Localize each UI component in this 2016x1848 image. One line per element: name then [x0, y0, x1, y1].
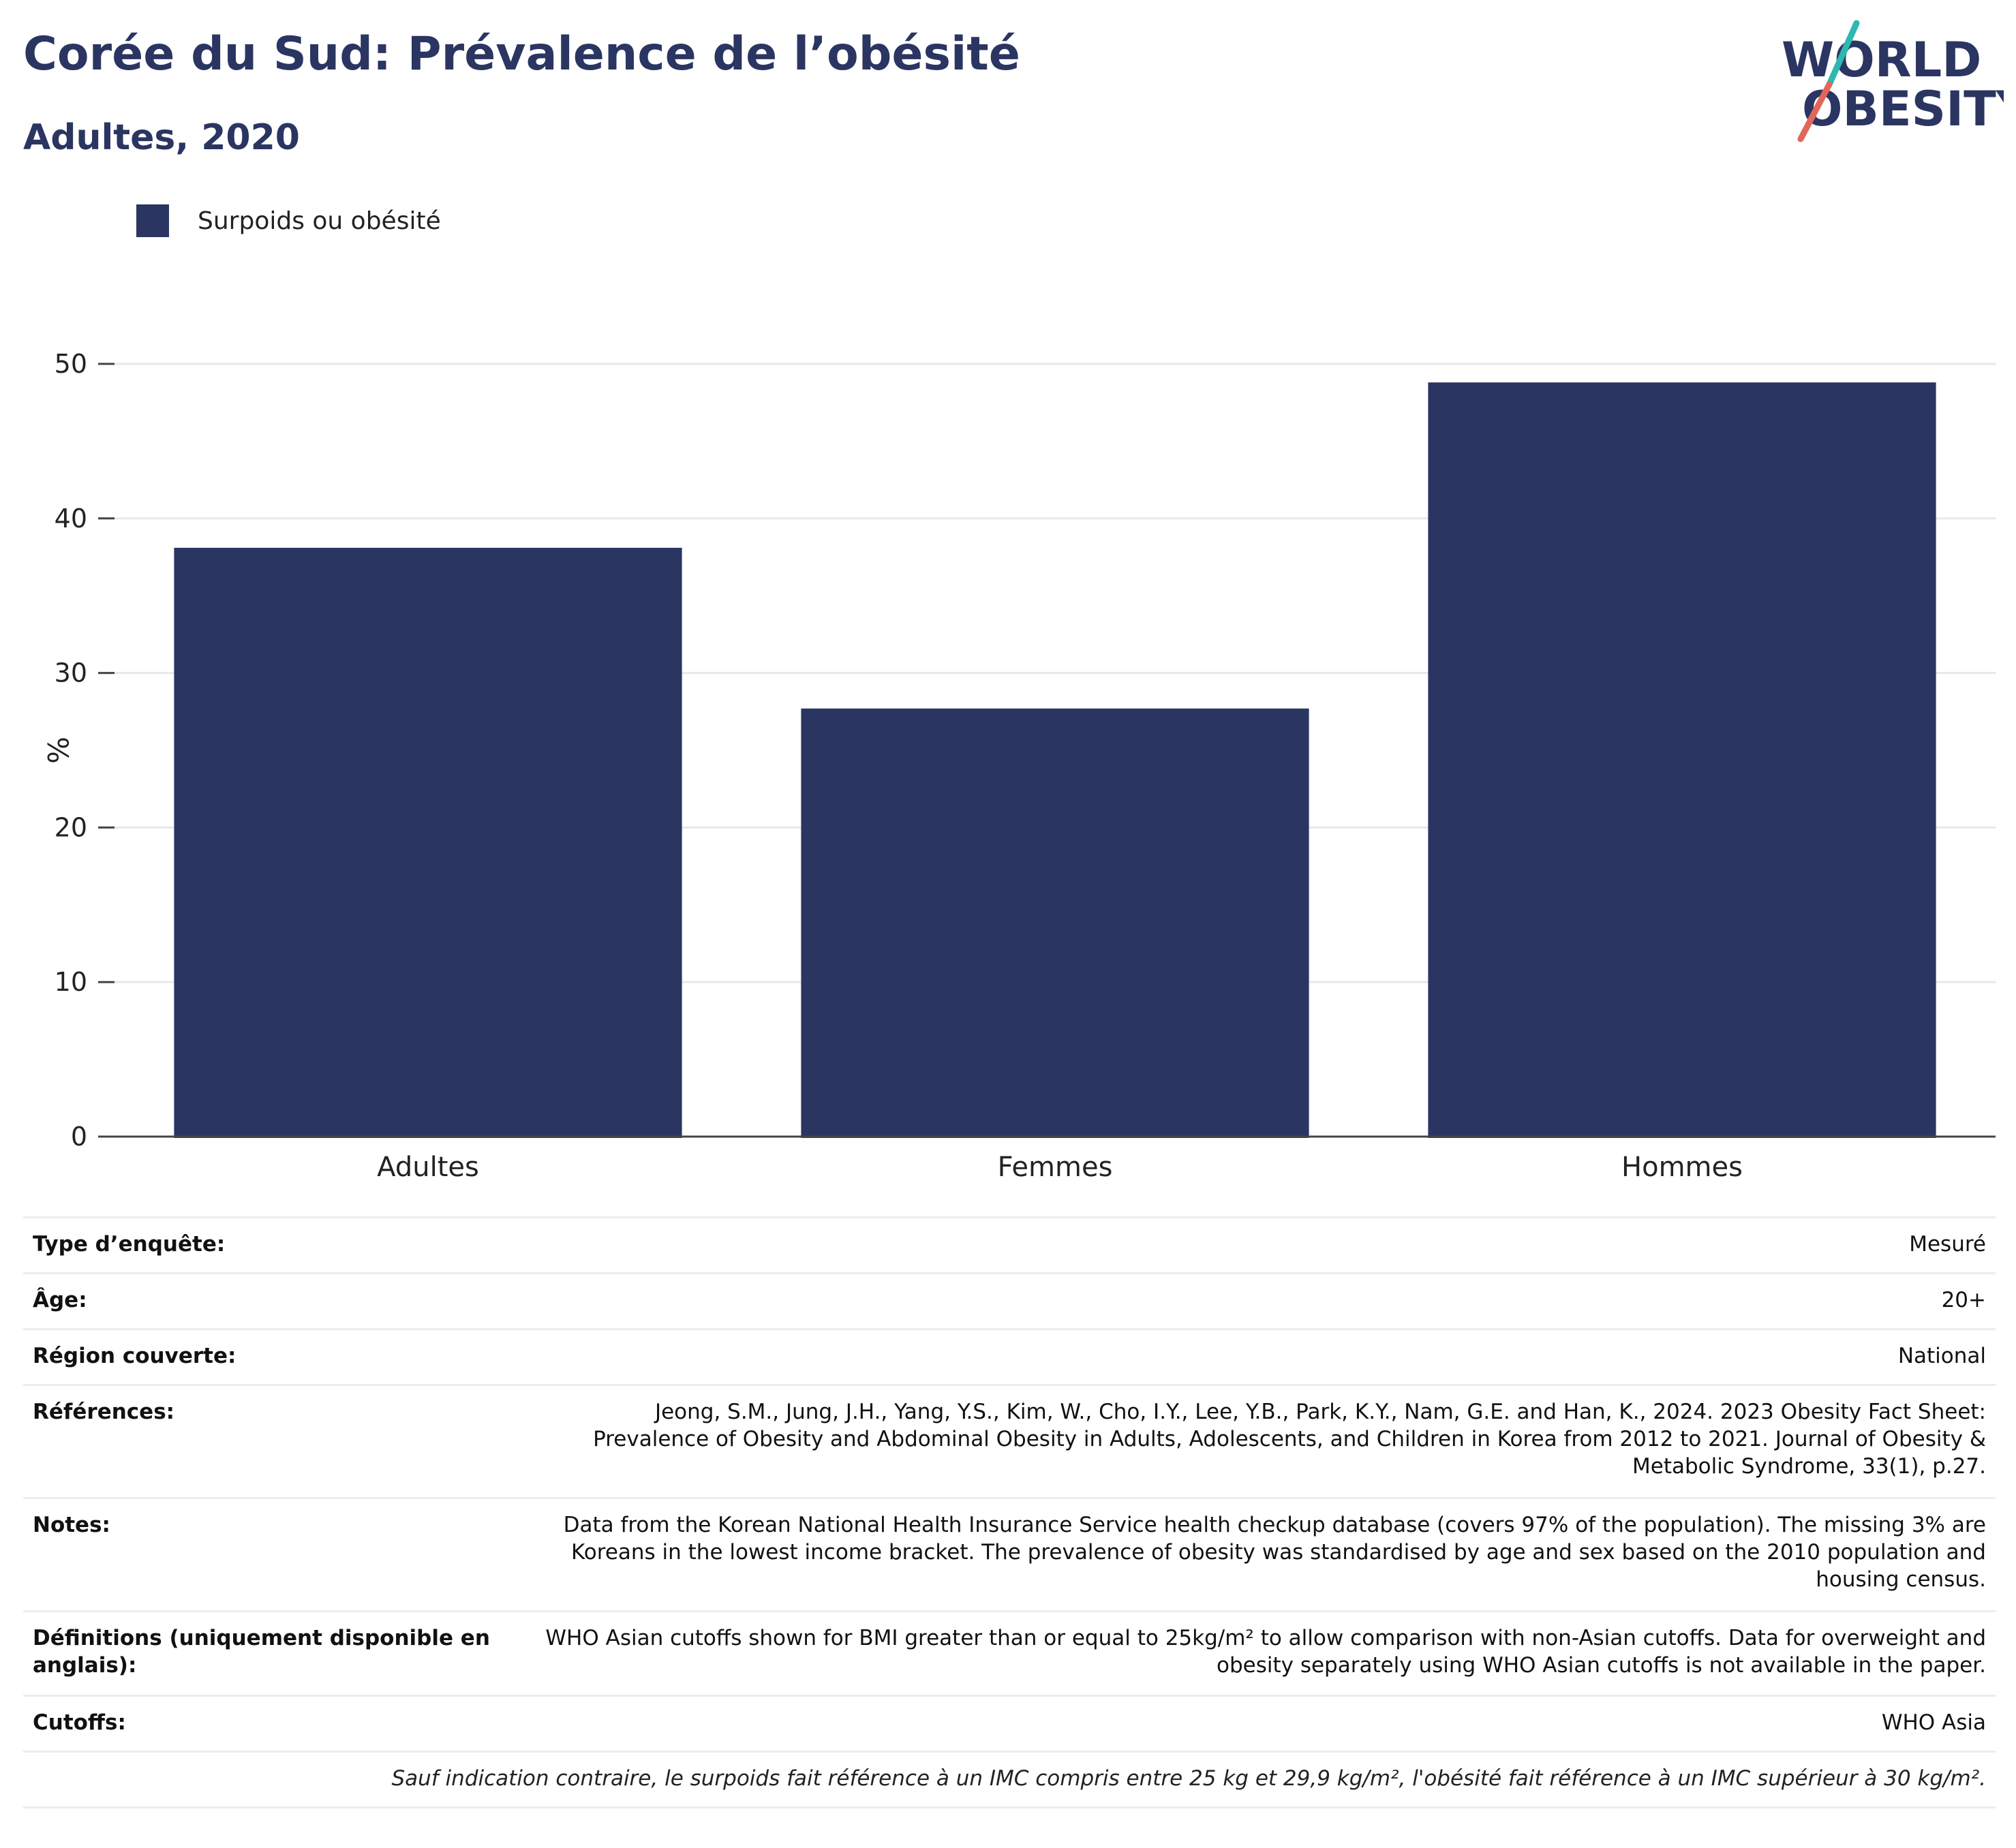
info-row: Références: Jeong, S.M., Jung, J.H., Yang…	[23, 1384, 1996, 1498]
page-title: Corée du Sud: Prévalence de l’obésité	[23, 27, 1020, 81]
bar-femmes	[801, 708, 1309, 1138]
info-row-label: Âge:	[23, 1272, 533, 1329]
info-row-value: Data from the Korean National Health Ins…	[533, 1497, 1996, 1612]
x-tick-label: Adultes	[377, 1152, 479, 1183]
info-row: Définitions (uniquement disponible en an…	[23, 1610, 1996, 1696]
y-tick-label: 50	[55, 349, 87, 379]
y-tick-label: 10	[55, 967, 87, 997]
info-row: Cutoffs: WHO Asia	[23, 1695, 1996, 1752]
y-axis-label: %	[41, 737, 74, 764]
y-tick-label: 0	[71, 1122, 87, 1152]
y-tick-label: 30	[55, 658, 87, 688]
world-obesity-logo: WORLD OBESITY	[1782, 20, 2004, 142]
x-tick-label: Femmes	[998, 1152, 1113, 1183]
info-row-label: Type d’enquête:	[23, 1216, 533, 1274]
info-row-label: Notes:	[23, 1497, 533, 1612]
info-row-label: Cutoffs:	[23, 1695, 533, 1752]
logo-slash-bottom	[1797, 81, 1833, 142]
y-tick-label: 40	[55, 504, 87, 534]
x-tick-label: Hommes	[1621, 1152, 1743, 1183]
bar-chart: 0 10 20 30 40 50% Adultes Femmes Hommes	[41, 349, 1996, 1183]
info-row-label: Région couverte:	[23, 1328, 533, 1385]
info-row: Notes: Data from the Korean National Heal…	[23, 1497, 1996, 1612]
footnote: Sauf indication contraire, le surpoids f…	[23, 1751, 1996, 1808]
info-row-value: Mesuré	[533, 1216, 1996, 1274]
bar-adultes	[174, 547, 682, 1138]
info-row: Âge: 20+	[23, 1272, 1996, 1329]
info-table: Type d’enquête: Mesuré Âge: 20+ Région couve…	[23, 1216, 1996, 1808]
info-row: Type d’enquête: Mesuré	[23, 1216, 1996, 1274]
y-tick-label: 20	[55, 812, 87, 842]
logo-text-world: WORLD	[1782, 32, 1981, 88]
legend-label: Surpoids ou obésité	[198, 207, 441, 235]
info-row-value: 20+	[533, 1272, 1996, 1329]
info-row-label: Définitions (uniquement disponible en an…	[23, 1610, 533, 1696]
page-subtitle: Adultes, 2020	[23, 117, 300, 158]
info-row: Région couverte: National	[23, 1328, 1996, 1385]
legend-swatch	[136, 204, 169, 237]
logo-slash-top	[1826, 20, 1860, 88]
info-row-value: National	[533, 1328, 1996, 1385]
info-row-value: WHO Asia	[533, 1695, 1996, 1752]
footnote-row: Sauf indication contraire, le surpoids f…	[23, 1751, 1996, 1808]
info-row-value: Jeong, S.M., Jung, J.H., Yang, Y.S., Kim…	[533, 1384, 1996, 1498]
info-row-label: Références:	[23, 1384, 533, 1498]
info-row-value: WHO Asian cutoffs shown for BMI greater …	[533, 1610, 1996, 1696]
bar-hommes	[1428, 382, 1936, 1138]
logo-text-obesity: OBESITY	[1802, 81, 2004, 137]
